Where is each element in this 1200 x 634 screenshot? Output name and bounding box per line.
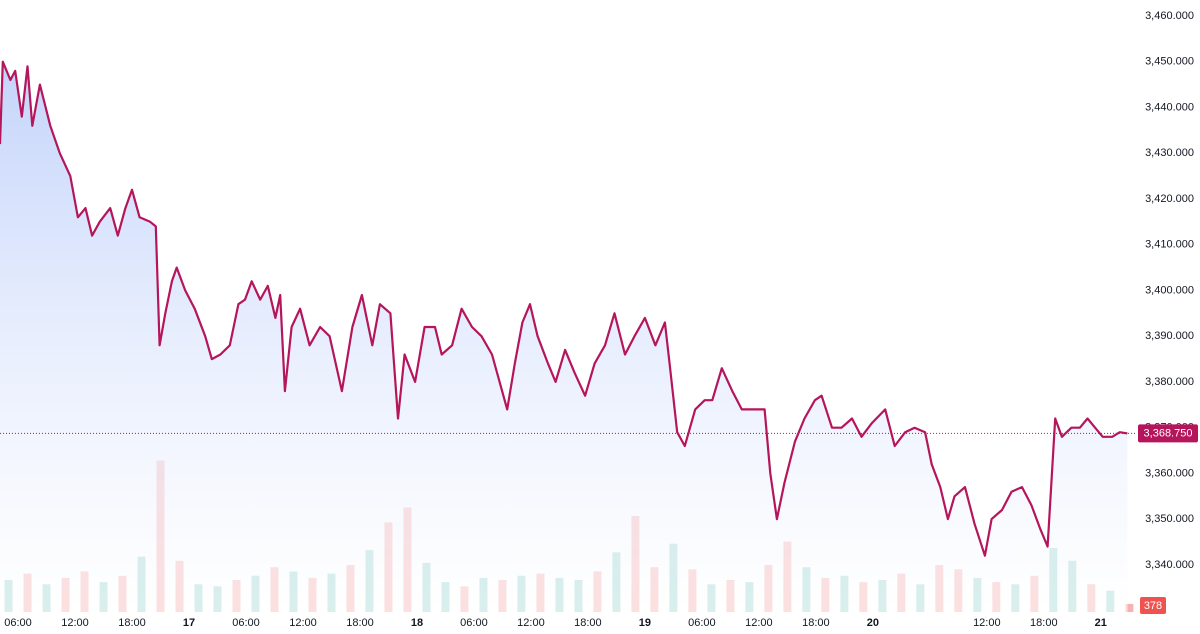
- x-tick-label: 12:00: [745, 617, 773, 629]
- x-tick-label: 12:00: [61, 617, 89, 629]
- y-tick-label: 3,460.000: [1145, 10, 1194, 22]
- volume-bar: [1125, 603, 1134, 612]
- last-price-label: 3,368.750: [1144, 427, 1193, 439]
- x-tick-label: 18:00: [118, 617, 146, 629]
- y-tick-label: 3,360.000: [1145, 467, 1194, 479]
- y-tick-label: 3,400.000: [1145, 284, 1194, 296]
- x-tick-label: 18:00: [1030, 617, 1058, 629]
- x-tick-label: 12:00: [973, 617, 1001, 629]
- y-tick-label: 3,350.000: [1145, 513, 1194, 525]
- y-tick-label: 3,390.000: [1145, 330, 1194, 342]
- x-tick-label: 19: [639, 617, 651, 629]
- last-volume-label: 378: [1144, 600, 1162, 612]
- x-tick-label: 20: [867, 617, 879, 629]
- x-tick-label: 06:00: [460, 617, 488, 629]
- x-tick-label: 18:00: [346, 617, 374, 629]
- x-tick-label: 21: [1095, 617, 1107, 629]
- x-tick-label: 18:00: [574, 617, 602, 629]
- price-line: [0, 60, 1128, 557]
- x-tick-label: 06:00: [4, 617, 32, 629]
- y-tick-label: 3,410.000: [1145, 239, 1194, 251]
- y-tick-label: 3,420.000: [1145, 193, 1194, 205]
- x-tick-label: 06:00: [688, 617, 716, 629]
- price-area: [0, 61, 1128, 612]
- x-tick-label: 06:00: [232, 617, 260, 629]
- y-tick-label: 3,430.000: [1145, 147, 1194, 159]
- x-tick-label: 18: [411, 617, 423, 629]
- y-tick-label: 3,440.000: [1145, 101, 1194, 113]
- y-tick-label: 3,450.000: [1145, 56, 1194, 68]
- x-tick-label: 12:00: [289, 617, 317, 629]
- x-tick-label: 12:00: [517, 617, 545, 629]
- x-tick-label: 17: [183, 617, 195, 629]
- y-tick-label: 3,340.000: [1145, 559, 1194, 571]
- y-tick-label: 3,380.000: [1145, 376, 1194, 388]
- x-tick-label: 18:00: [802, 617, 830, 629]
- last-volume-box: [1140, 597, 1166, 614]
- last-price-box: [1138, 424, 1198, 443]
